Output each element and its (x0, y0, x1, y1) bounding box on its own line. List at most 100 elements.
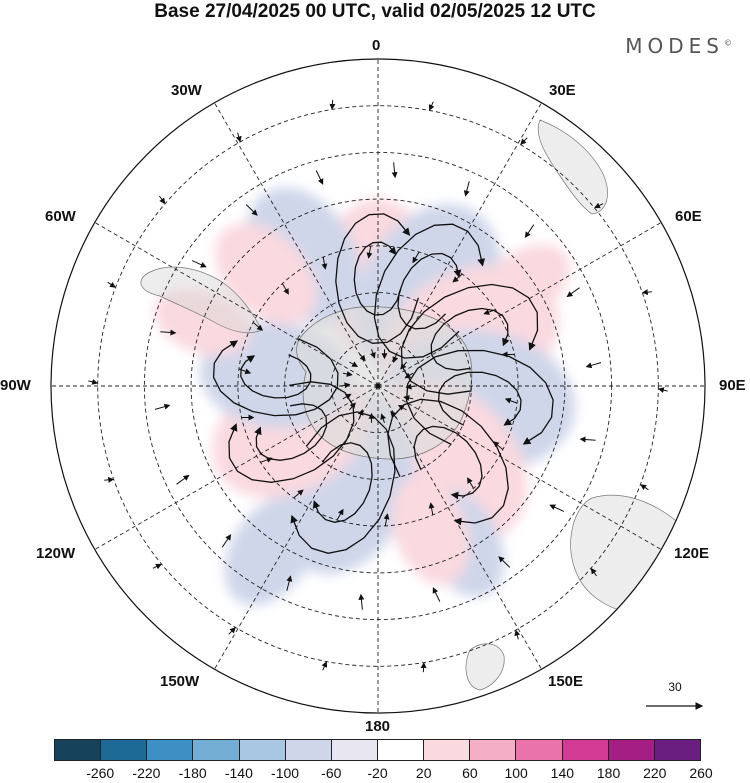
colorbar-swatch (562, 740, 609, 760)
streamline (212, 338, 339, 417)
colorbar-swatch (285, 740, 332, 760)
wind-arrow (483, 309, 496, 315)
meridian-line (94, 385, 379, 550)
wind-arrow (349, 402, 356, 411)
wind-arrow (107, 281, 116, 288)
wind-arrow (412, 251, 420, 264)
wind-arrow (380, 413, 386, 423)
wind-arrow (158, 195, 166, 205)
colorbar-swatch (608, 740, 655, 760)
south-america-landmass (140, 266, 263, 334)
wind-arrow (640, 484, 649, 491)
map-title: Base 27/04/2025 00 UTC, valid 02/05/2025… (154, 1, 596, 22)
colorbar-tick-label: 100 (504, 765, 528, 781)
colorbar-swatch (193, 740, 240, 760)
meridian-line (214, 102, 379, 387)
wind-arrow (520, 137, 528, 145)
wind-arrow (235, 132, 242, 143)
lon-label-30e: 30E (549, 82, 576, 99)
wind-arrow (397, 405, 407, 411)
wind-arrow (492, 441, 504, 450)
wind-arrow (342, 393, 352, 400)
wind-arrow (400, 361, 407, 370)
streamline (353, 241, 402, 316)
latitude-circle (330, 338, 426, 434)
wind-arrow (403, 395, 414, 402)
streamline (290, 411, 396, 554)
wind-arrow (293, 489, 304, 499)
wind-streamlines (88, 99, 668, 673)
streamline (437, 371, 522, 426)
anomaly-cell (214, 222, 317, 325)
wind-arrow (221, 534, 232, 548)
streamline (335, 213, 420, 344)
wind-arrow (286, 575, 293, 591)
streamline (373, 223, 485, 359)
streamline (405, 349, 554, 446)
colorbar-swatch (424, 740, 471, 760)
wind-arrow (504, 397, 518, 404)
wind-arrow (383, 513, 390, 527)
lon-label-60e: 60E (675, 208, 702, 225)
streamline (397, 252, 462, 330)
wind-arrow (321, 256, 328, 270)
wind-arrow (88, 378, 99, 385)
lon-label-90w: 90W (0, 377, 31, 394)
modes-logo: MODES© (625, 34, 732, 58)
colorbar-tick-label: -20 (367, 765, 388, 781)
wind-arrow (315, 170, 324, 185)
south-pole-marker (375, 383, 381, 389)
wind-arrow (452, 273, 463, 283)
wind-arrow (594, 202, 604, 209)
wind-arrow (238, 368, 252, 375)
wind-arrow (428, 502, 435, 516)
colorbar-swatch (101, 740, 148, 760)
lon-label-0: 0 (372, 37, 381, 54)
colorbar-tick-label: -180 (178, 765, 207, 781)
wind-arrow (641, 289, 652, 296)
map-boundary (50, 58, 706, 714)
wind-arrow (467, 477, 475, 489)
wind-arrow (463, 181, 470, 197)
wind-arrow (358, 593, 365, 610)
colorbar-tick-label: -60 (321, 765, 342, 781)
africa-landmass (537, 119, 608, 215)
wind-arrow (432, 587, 441, 602)
wind-arrow (428, 101, 435, 111)
wind-arrow (420, 662, 427, 673)
colorbar-tick-label: -260 (86, 765, 115, 781)
wind-arrow (191, 260, 207, 268)
wind-arrow (281, 283, 289, 295)
lon-label-150w: 150W (160, 673, 200, 690)
colorbar-swatch (516, 740, 563, 760)
anomaly-cell (476, 244, 570, 325)
colorbar-tick-label: -100 (271, 765, 300, 781)
latitude-circle (190, 198, 566, 574)
colorbar-tick-label: -140 (224, 765, 253, 781)
wind-arrow (566, 287, 580, 298)
wind-arrow (228, 627, 236, 635)
meridian-line (94, 222, 379, 387)
colorbar-swatch (239, 740, 286, 760)
colorbar-swatch (470, 740, 517, 760)
wind-arrow (366, 245, 373, 259)
wind-arrow (391, 162, 398, 179)
colorbar-tick-label: 20 (415, 765, 432, 781)
lon-label-180: 180 (365, 718, 391, 735)
wind-arrow (524, 224, 535, 238)
wind-arrow (160, 329, 177, 336)
streamline (387, 398, 509, 526)
land-masses (140, 119, 700, 691)
wind-arrow (154, 403, 171, 410)
streamline (430, 307, 510, 371)
wind-arrow (104, 476, 115, 483)
wind-arrow (590, 567, 598, 577)
wind-arrow (549, 504, 565, 512)
colorbar (54, 739, 701, 761)
wind-arrow (336, 508, 344, 521)
wind-arrow (357, 409, 364, 419)
lon-label-150e: 150E (548, 673, 584, 690)
meridian-line (377, 102, 542, 387)
lon-label-30w: 30W (171, 82, 202, 99)
